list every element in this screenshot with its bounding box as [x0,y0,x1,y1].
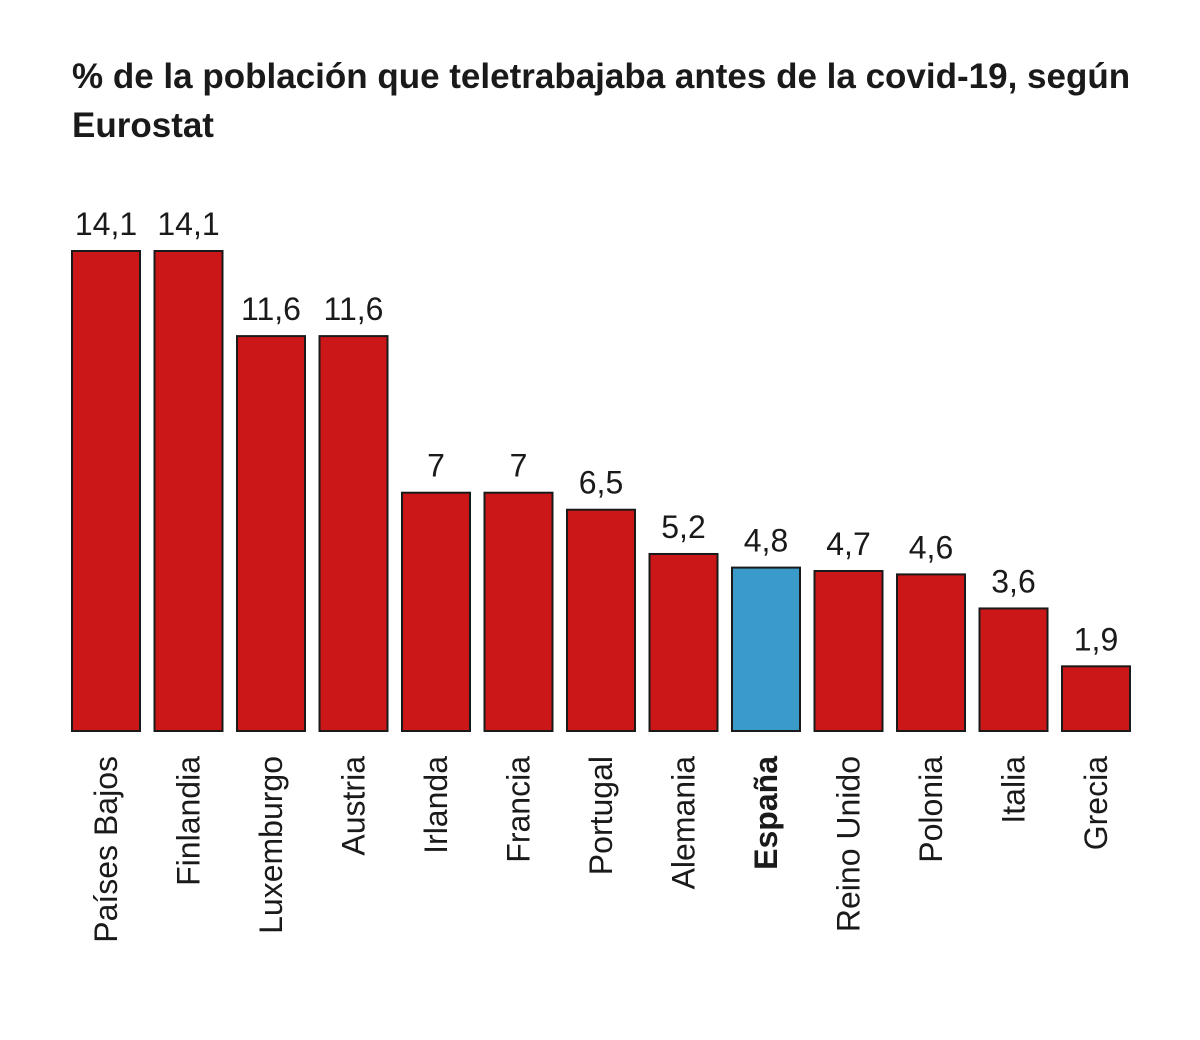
value-label-francia: 7 [510,448,528,484]
category-label-espana: España [748,756,784,870]
value-label-luxemburgo: 11,6 [241,291,301,327]
category-label-grecia: Grecia [1078,756,1114,850]
category-label-irlanda: Irlanda [418,756,454,854]
value-label-polonia: 4,6 [909,529,953,565]
bar-irlanda [401,491,471,732]
category-labels-group: Países Bajos Finlandia Luxemburgo Austria Ir… [88,756,1114,943]
bar-paises-bajos [71,250,141,732]
category-label-francia: Francia [501,756,537,863]
value-label-reino-unido: 4,7 [826,526,870,562]
category-label-alemania: Alemania [666,756,702,890]
value-labels-group: 14,1 14,1 11,6 11,6 7 7 6,5 5,2 4,8 4,7 4,6 3,6 1,9 [75,206,1118,657]
bar-luxemburgo [236,335,306,732]
category-label-reino-unido: Reino Unido [831,756,867,932]
value-label-irlanda: 7 [427,448,445,484]
bars-group [71,250,1131,733]
bar-italia [978,607,1049,733]
category-label-portugal: Portugal [583,756,619,875]
bar-alemania [648,552,719,732]
bar-grecia [1061,665,1131,733]
value-label-paises-bajos: 14,1 [75,206,137,242]
bar-portugal [566,508,636,733]
category-label-luxemburgo: Luxemburgo [253,756,289,934]
category-label-paises-bajos: Países Bajos [88,756,124,943]
value-label-grecia: 1,9 [1074,621,1118,657]
bar-finlandia [153,250,224,732]
value-label-portugal: 6,5 [579,465,623,501]
bar-francia [483,491,554,732]
bar-austria [318,335,389,732]
value-label-alemania: 5,2 [661,509,705,545]
value-label-finlandia: 14,1 [157,206,219,242]
value-label-austria: 11,6 [324,291,384,327]
category-label-austria: Austria [336,756,372,856]
category-label-italia: Italia [996,756,1032,824]
category-label-finlandia: Finlandia [171,756,207,886]
bar-reino-unido [813,570,884,732]
value-label-italia: 3,6 [991,563,1035,599]
bar-polonia [896,573,966,732]
chart-title: % de la población que teletrabajaba ante… [72,57,1131,145]
value-label-espana: 4,8 [744,523,788,559]
category-label-polonia: Polonia [913,756,949,863]
bar-espana [731,566,801,733]
